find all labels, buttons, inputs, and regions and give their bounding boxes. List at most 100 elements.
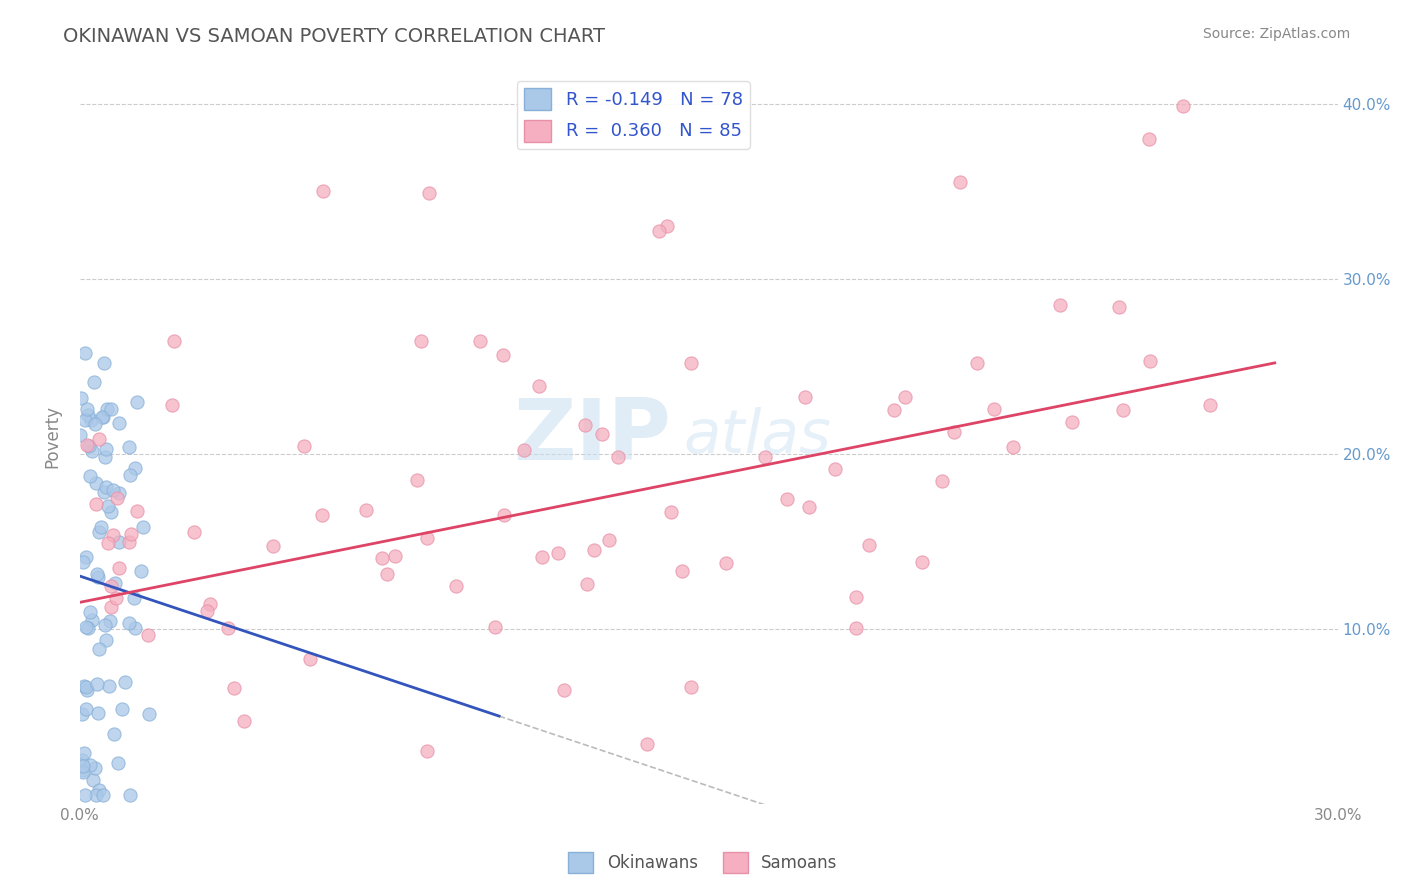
Point [94, 450, 117, 464]
Point [84, 497, 107, 511]
Point [1049, 298, 1071, 312]
Y-axis label: Poverty: Poverty [44, 405, 60, 467]
Point [96, 442, 118, 457]
Point [94, 632, 117, 647]
Point [262, 539, 284, 553]
Point [82, 772, 104, 787]
Point [217, 621, 239, 635]
Point [72, 764, 94, 779]
Point [83, 375, 105, 389]
Point [86, 677, 108, 691]
Point [1108, 301, 1130, 315]
Text: OKINAWAN VS SAMOAN POVERTY CORRELATION CHART: OKINAWAN VS SAMOAN POVERTY CORRELATION C… [63, 27, 605, 45]
Point [75, 620, 97, 634]
Point [90, 520, 112, 534]
Point [93, 357, 115, 371]
Point [198, 597, 221, 611]
Point [415, 744, 437, 758]
Point [100, 505, 122, 519]
Point [582, 543, 605, 558]
Point [103, 726, 125, 740]
Legend: R = -0.149   N = 78, R =  0.360   N = 85: R = -0.149 N = 78, R = 0.360 N = 85 [517, 81, 749, 149]
Point [129, 564, 152, 578]
Point [418, 186, 440, 201]
Point [163, 334, 186, 349]
Point [86, 788, 108, 802]
Point [1139, 354, 1161, 368]
Point [82, 613, 104, 627]
Point [845, 591, 868, 605]
Point [72, 759, 94, 773]
Point [93, 788, 115, 802]
Point [124, 460, 146, 475]
Point [444, 578, 467, 592]
Point [132, 519, 155, 533]
Point [84, 476, 107, 491]
Point [844, 621, 866, 635]
Point [1111, 403, 1133, 417]
Point [73, 788, 96, 802]
Point [72, 556, 94, 570]
Point [125, 504, 148, 518]
Point [354, 503, 377, 517]
Point [75, 680, 97, 694]
Point [69, 391, 91, 405]
Point [89, 783, 111, 797]
Point [375, 567, 398, 582]
Point [77, 409, 100, 423]
Point [513, 443, 536, 458]
Point [105, 591, 128, 606]
Point [797, 500, 820, 514]
Point [312, 184, 335, 198]
Point [294, 438, 316, 452]
Point [1002, 440, 1025, 454]
Point [681, 680, 703, 694]
Point [966, 356, 988, 370]
Point [120, 788, 142, 802]
Point [82, 444, 104, 458]
Point [527, 379, 550, 393]
Point [118, 440, 141, 454]
Point [607, 450, 630, 465]
Point [75, 702, 97, 716]
Point [553, 683, 575, 698]
Point [79, 468, 101, 483]
Point [87, 641, 110, 656]
Point [411, 334, 433, 349]
Point [1137, 131, 1160, 145]
Point [679, 356, 702, 370]
Point [89, 525, 111, 540]
Point [983, 401, 1005, 416]
Point [484, 620, 506, 634]
Point [107, 561, 129, 575]
Point [77, 439, 100, 453]
Point [222, 681, 245, 695]
Point [776, 492, 799, 507]
Point [949, 175, 972, 189]
Point [75, 549, 97, 564]
Point [91, 409, 114, 424]
Point [416, 531, 439, 545]
Point [197, 604, 219, 618]
Point [98, 614, 121, 628]
Point [1173, 98, 1195, 112]
Point [655, 219, 678, 233]
Point [96, 500, 118, 514]
Point [1199, 397, 1222, 411]
Point [120, 467, 142, 482]
Point [76, 438, 98, 452]
Point [77, 622, 100, 636]
Point [598, 533, 620, 548]
Point [108, 535, 131, 549]
Point [89, 432, 111, 446]
Point [76, 682, 98, 697]
Point [124, 621, 146, 635]
Point [75, 413, 97, 427]
Point [94, 617, 117, 632]
Point [96, 402, 118, 417]
Point [125, 395, 148, 409]
Point [91, 410, 114, 425]
Point [73, 346, 96, 360]
Point [117, 616, 139, 631]
Point [232, 714, 254, 729]
